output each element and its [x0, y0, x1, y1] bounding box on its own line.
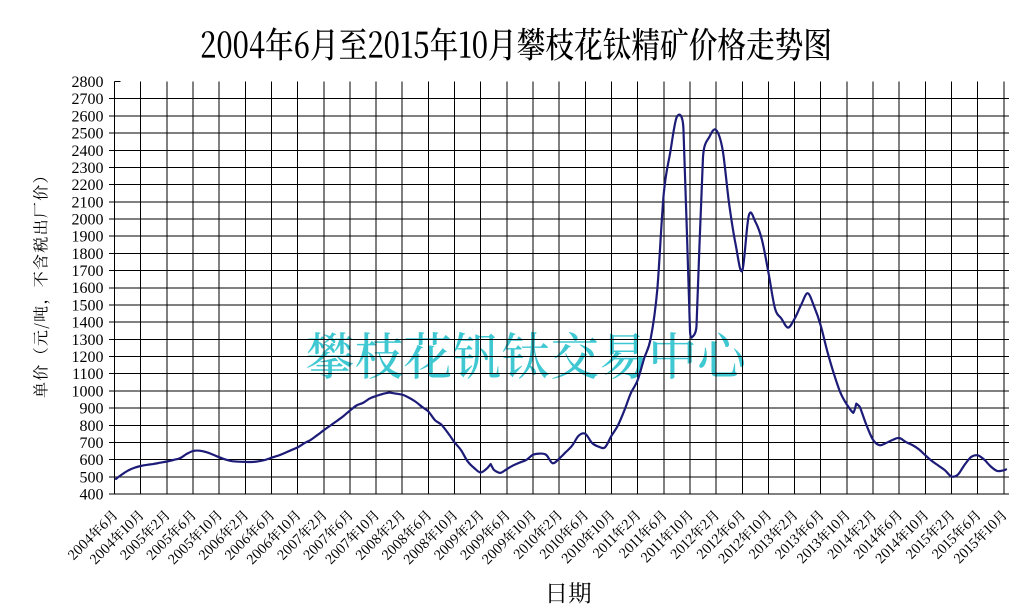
svg-text:1600: 1600: [72, 280, 104, 297]
svg-text:700: 700: [80, 435, 104, 452]
svg-text:2100: 2100: [72, 194, 104, 211]
svg-text:2500: 2500: [72, 126, 104, 143]
svg-text:900: 900: [80, 401, 104, 418]
svg-text:400: 400: [80, 487, 104, 504]
svg-text:800: 800: [80, 418, 104, 435]
svg-text:2600: 2600: [72, 108, 104, 125]
svg-text:600: 600: [80, 452, 104, 469]
svg-text:2800: 2800: [72, 74, 104, 91]
svg-text:2000: 2000: [72, 212, 104, 229]
svg-text:1700: 1700: [72, 263, 104, 280]
svg-text:1100: 1100: [72, 366, 103, 383]
svg-text:2700: 2700: [72, 91, 104, 108]
svg-text:2200: 2200: [72, 177, 104, 194]
svg-text:500: 500: [80, 469, 104, 486]
svg-text:1000: 1000: [72, 383, 104, 400]
svg-text:1800: 1800: [72, 246, 104, 263]
svg-text:2300: 2300: [72, 160, 104, 177]
svg-text:1900: 1900: [72, 229, 104, 246]
svg-text:1200: 1200: [72, 349, 104, 366]
svg-text:2400: 2400: [72, 143, 104, 160]
svg-text:1400: 1400: [72, 315, 104, 332]
svg-text:1300: 1300: [72, 332, 104, 349]
svg-text:1500: 1500: [72, 297, 104, 314]
